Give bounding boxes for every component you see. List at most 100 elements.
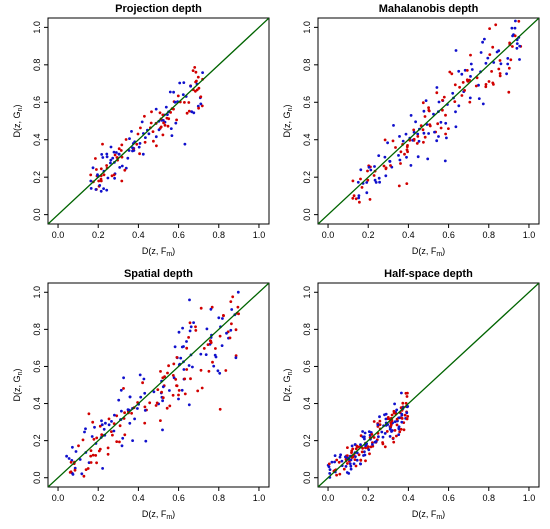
red-point (143, 114, 146, 118)
red-point (196, 389, 200, 393)
x-tick-label: 0.4 (132, 230, 145, 240)
blue-point (118, 166, 122, 169)
red-point (508, 41, 511, 45)
plot-frame (47, 282, 270, 488)
red-point (161, 376, 165, 380)
red-point (395, 434, 398, 438)
red-point (370, 433, 374, 436)
blue-point (109, 145, 113, 149)
red-point (171, 374, 175, 377)
red-point (392, 411, 396, 415)
red-point (358, 200, 361, 204)
blue-point (376, 423, 380, 427)
red-point (448, 70, 452, 74)
blue-point (142, 377, 146, 381)
plot-frame (317, 282, 540, 488)
red-point (102, 173, 106, 177)
blue-point (117, 398, 121, 402)
red-point (395, 423, 399, 427)
red-point (187, 101, 191, 104)
blue-point (216, 369, 220, 373)
red-point (151, 130, 155, 134)
blue-point (470, 68, 474, 71)
blue-point (109, 158, 113, 162)
red-point (354, 447, 358, 451)
blue-point (109, 161, 112, 165)
blue-point (204, 353, 208, 356)
red-point (69, 460, 73, 464)
blue-point (417, 139, 421, 143)
red-point (89, 449, 93, 452)
red-point (89, 461, 93, 464)
red-point (234, 328, 238, 332)
blue-point (409, 164, 413, 167)
blue-point (91, 166, 95, 170)
red-point (386, 416, 390, 419)
blue-point (344, 455, 347, 459)
red-point (441, 98, 444, 102)
panel-title: Spatial depth (124, 268, 193, 280)
red-point (405, 395, 409, 398)
blue-point (422, 131, 426, 135)
red-point (161, 133, 165, 137)
red-point (383, 445, 387, 449)
blue-point (349, 464, 353, 468)
blue-point (152, 390, 156, 394)
reference-line (48, 18, 269, 224)
red-point (233, 271, 236, 274)
red-point (229, 300, 233, 303)
red-point (491, 81, 495, 85)
red-point (463, 89, 466, 92)
blue-point (169, 127, 173, 130)
red-point (335, 458, 339, 462)
blue-point (416, 132, 420, 136)
blue-point (65, 454, 68, 458)
red-point (402, 428, 406, 432)
blue-point (505, 72, 508, 76)
red-point (106, 446, 110, 450)
y-tick-label: 0.2 (302, 434, 312, 447)
red-point (152, 139, 155, 143)
red-point (513, 34, 517, 38)
red-point (352, 194, 356, 198)
blue-point (100, 153, 104, 156)
red-point (405, 417, 409, 421)
blue-point (214, 355, 218, 359)
red-point (405, 145, 409, 149)
red-point (351, 447, 355, 451)
blue-point (506, 57, 510, 60)
red-point (174, 378, 178, 381)
blue-point (492, 61, 496, 64)
red-point (168, 404, 172, 408)
red-point (156, 388, 160, 391)
blue-point (90, 435, 94, 438)
blue-point (133, 417, 137, 421)
blue-point (74, 450, 78, 453)
blue-point (333, 454, 337, 457)
x-tick-label: 0.2 (362, 493, 375, 503)
blue-point (477, 83, 480, 87)
red-point (124, 138, 128, 141)
red-point (468, 78, 471, 82)
red-point (143, 140, 147, 144)
red-point (461, 81, 465, 84)
red-point (87, 412, 91, 416)
red-point (469, 53, 472, 57)
x-tick-label: 1.0 (523, 230, 536, 240)
red-point (389, 164, 392, 167)
red-point (210, 305, 214, 309)
red-point (421, 128, 425, 132)
red-point (498, 74, 502, 78)
red-point (148, 401, 152, 405)
blue-point (113, 413, 116, 417)
blue-point (212, 364, 216, 368)
x-tick-label: 0.0 (52, 230, 65, 240)
red-point (351, 196, 355, 200)
blue-point (350, 444, 354, 448)
red-point (398, 430, 402, 434)
red-point (366, 178, 370, 182)
blue-point (359, 168, 363, 172)
red-point (390, 413, 394, 417)
blue-point (457, 69, 461, 73)
blue-point (181, 326, 185, 330)
